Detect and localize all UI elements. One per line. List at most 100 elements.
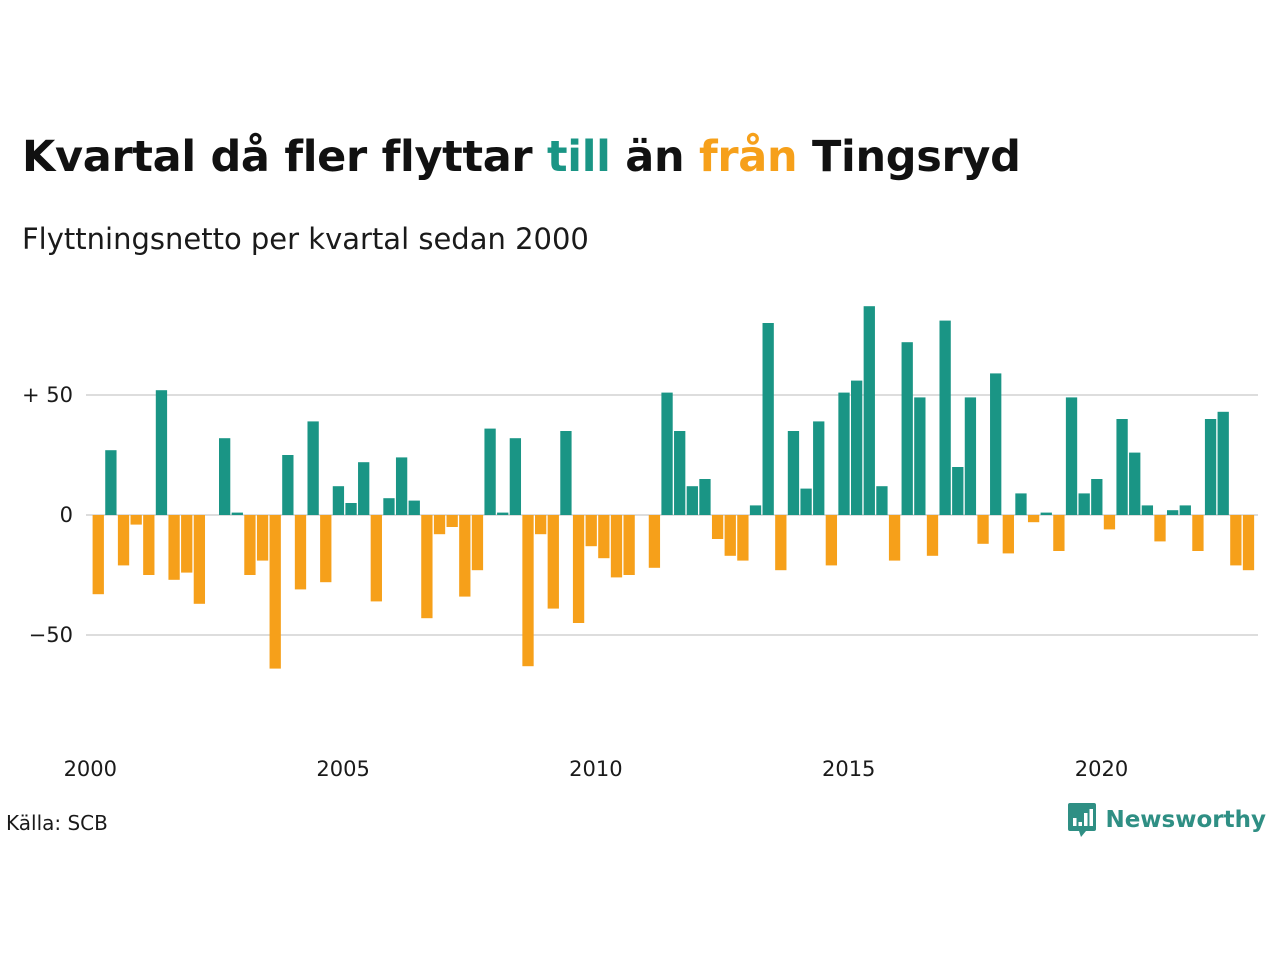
bar xyxy=(674,431,686,515)
bar xyxy=(1217,411,1229,515)
bar xyxy=(497,512,509,515)
bar xyxy=(1002,515,1014,554)
brand[interactable]: Newsworthy xyxy=(1067,802,1266,838)
bar xyxy=(1192,515,1204,551)
bar xyxy=(370,515,382,602)
y-tick-label: + 50 xyxy=(22,383,73,407)
bar xyxy=(851,380,863,515)
bar xyxy=(1040,512,1052,515)
bar xyxy=(711,515,724,539)
source-note: Källa: SCB xyxy=(6,811,108,835)
bar xyxy=(762,323,774,515)
bar xyxy=(661,392,673,515)
bar xyxy=(598,515,610,559)
bar xyxy=(509,438,522,515)
bar xyxy=(256,515,269,561)
bar xyxy=(572,515,585,623)
bar xyxy=(117,515,130,566)
title-part-3: Tingsryd xyxy=(797,132,1021,182)
bar xyxy=(964,397,977,515)
bar xyxy=(1129,452,1141,515)
chart-title: Kvartal då fler flyttar till än från Tin… xyxy=(22,132,1021,182)
chart-subtitle: Flyttningsnetto per kvartal sedan 2000 xyxy=(22,222,589,256)
bar xyxy=(787,431,800,515)
title-word-till: till xyxy=(547,132,611,182)
title-part-2: än xyxy=(610,132,699,182)
bar xyxy=(1230,515,1242,566)
bar xyxy=(888,515,901,561)
bar xyxy=(181,515,193,573)
bar xyxy=(231,512,243,515)
bar xyxy=(749,505,762,515)
bar xyxy=(686,486,698,515)
bar xyxy=(244,515,256,575)
bar xyxy=(332,486,345,515)
bar xyxy=(1116,419,1128,515)
bar xyxy=(775,515,787,571)
bar xyxy=(168,515,180,580)
bar xyxy=(1078,493,1090,515)
bar xyxy=(990,373,1002,515)
x-tick-label: 2005 xyxy=(316,757,369,781)
bar xyxy=(825,515,838,566)
bar xyxy=(1065,397,1078,515)
bar xyxy=(320,515,332,583)
x-tick-label: 2010 xyxy=(569,757,622,781)
bar xyxy=(914,397,926,515)
bar xyxy=(939,320,951,515)
bar xyxy=(433,515,446,535)
y-tick-label: −50 xyxy=(29,623,73,647)
bar xyxy=(1167,510,1179,515)
bar xyxy=(395,457,408,515)
bar xyxy=(610,515,623,578)
title-part-1: Kvartal då fler flyttar xyxy=(22,132,547,182)
bar xyxy=(952,467,964,515)
bar xyxy=(1027,515,1040,523)
bar xyxy=(1154,515,1166,542)
bar xyxy=(219,438,231,515)
bar xyxy=(345,503,357,515)
title-word-fran: från xyxy=(698,132,798,182)
bar xyxy=(459,515,471,597)
bar xyxy=(307,421,319,515)
bar xyxy=(699,479,711,515)
y-axis-tick-labels: + 50 0 −50 xyxy=(22,383,73,647)
bars xyxy=(92,306,1255,669)
bar xyxy=(408,500,420,515)
bar xyxy=(1242,515,1255,571)
bar xyxy=(926,515,939,556)
bar xyxy=(471,515,484,571)
y-tick-label: 0 xyxy=(60,503,73,527)
bar xyxy=(294,515,307,590)
bar xyxy=(193,515,206,604)
bar xyxy=(648,515,661,568)
bar xyxy=(1053,515,1065,551)
bar xyxy=(269,515,281,669)
bar xyxy=(813,421,825,515)
x-tick-label: 2020 xyxy=(1075,757,1128,781)
bar xyxy=(901,342,913,515)
bar xyxy=(105,450,117,515)
bar xyxy=(724,515,736,556)
bar xyxy=(1091,479,1103,515)
bar xyxy=(800,488,812,515)
bar xyxy=(623,515,635,575)
bar xyxy=(130,515,142,525)
bar xyxy=(560,431,572,515)
bar xyxy=(737,515,749,561)
bar xyxy=(155,390,168,515)
bar xyxy=(92,515,104,595)
newsworthy-logo-icon xyxy=(1068,803,1097,837)
x-tick-label: 2015 xyxy=(822,757,875,781)
bar xyxy=(484,428,496,515)
bar xyxy=(1179,505,1191,515)
bar xyxy=(143,515,155,575)
bar xyxy=(1015,493,1027,515)
bar xyxy=(547,515,559,609)
bar xyxy=(446,515,458,527)
bar xyxy=(421,515,433,619)
brand-name: Newsworthy xyxy=(1105,807,1266,833)
bar xyxy=(838,392,850,515)
bar xyxy=(977,515,989,544)
